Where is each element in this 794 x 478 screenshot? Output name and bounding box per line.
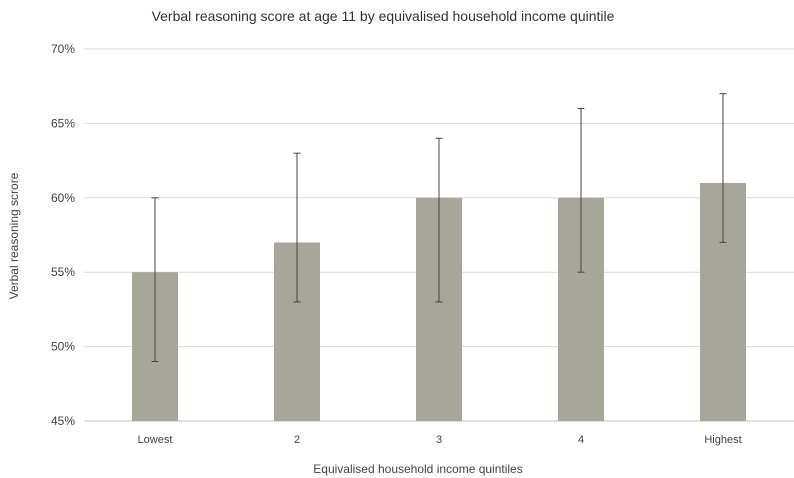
y-tick-label: 65%	[51, 116, 75, 130]
x-tick-label: Lowest	[138, 434, 173, 446]
x-tick-label: 3	[436, 434, 442, 446]
error-bars	[151, 93, 727, 362]
y-tick-label: 60%	[51, 191, 75, 205]
y-tick-label: 45%	[51, 414, 75, 428]
x-tick-label: 4	[578, 434, 584, 446]
y-axis-label: Verbal reasoning scrore	[7, 172, 21, 299]
x-axis-ticks: Lowest 2 3 4 Highest	[138, 434, 742, 446]
y-tick-label: 70%	[51, 42, 75, 56]
x-tick-label: 2	[294, 434, 300, 446]
chart-title: Verbal reasoning score at age 11 by equi…	[152, 8, 615, 24]
y-tick-label: 55%	[51, 265, 75, 279]
y-axis-ticks: 45% 50% 55% 60% 65% 70%	[51, 42, 75, 428]
x-tick-label: Highest	[704, 434, 741, 446]
x-axis-label: Equivalised household income quintiles	[313, 462, 522, 476]
y-tick-label: 50%	[51, 340, 75, 354]
